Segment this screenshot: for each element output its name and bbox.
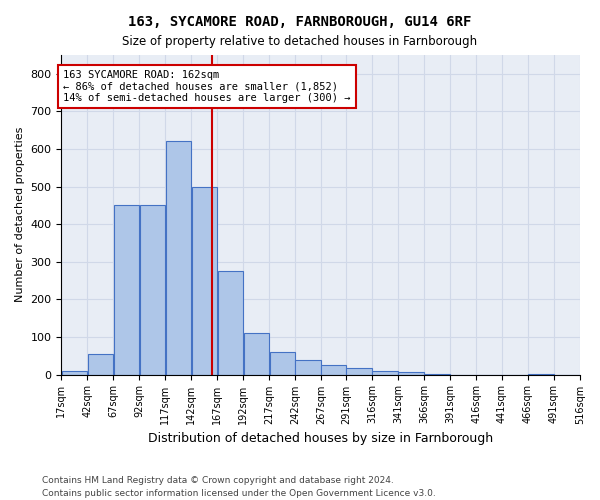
Bar	[244, 333, 269, 374]
Bar	[88, 354, 113, 374]
Y-axis label: Number of detached properties: Number of detached properties	[15, 127, 25, 302]
Bar	[166, 142, 191, 374]
Text: Contains public sector information licensed under the Open Government Licence v3: Contains public sector information licen…	[42, 488, 436, 498]
Bar	[218, 271, 243, 374]
Text: Contains HM Land Registry data © Crown copyright and database right 2024.: Contains HM Land Registry data © Crown c…	[42, 476, 394, 485]
Bar	[269, 352, 295, 374]
Bar	[191, 186, 217, 374]
Bar	[373, 371, 398, 374]
Bar	[346, 368, 372, 374]
Text: 163 SYCAMORE ROAD: 162sqm
← 86% of detached houses are smaller (1,852)
14% of se: 163 SYCAMORE ROAD: 162sqm ← 86% of detac…	[64, 70, 351, 103]
X-axis label: Distribution of detached houses by size in Farnborough: Distribution of detached houses by size …	[148, 432, 493, 445]
Bar	[398, 372, 424, 374]
Bar	[322, 365, 346, 374]
Bar	[140, 206, 165, 374]
Text: 163, SYCAMORE ROAD, FARNBOROUGH, GU14 6RF: 163, SYCAMORE ROAD, FARNBOROUGH, GU14 6R…	[128, 15, 472, 29]
Bar	[113, 206, 139, 374]
Bar	[62, 371, 87, 374]
Text: Size of property relative to detached houses in Farnborough: Size of property relative to detached ho…	[122, 35, 478, 48]
Bar	[295, 360, 321, 374]
